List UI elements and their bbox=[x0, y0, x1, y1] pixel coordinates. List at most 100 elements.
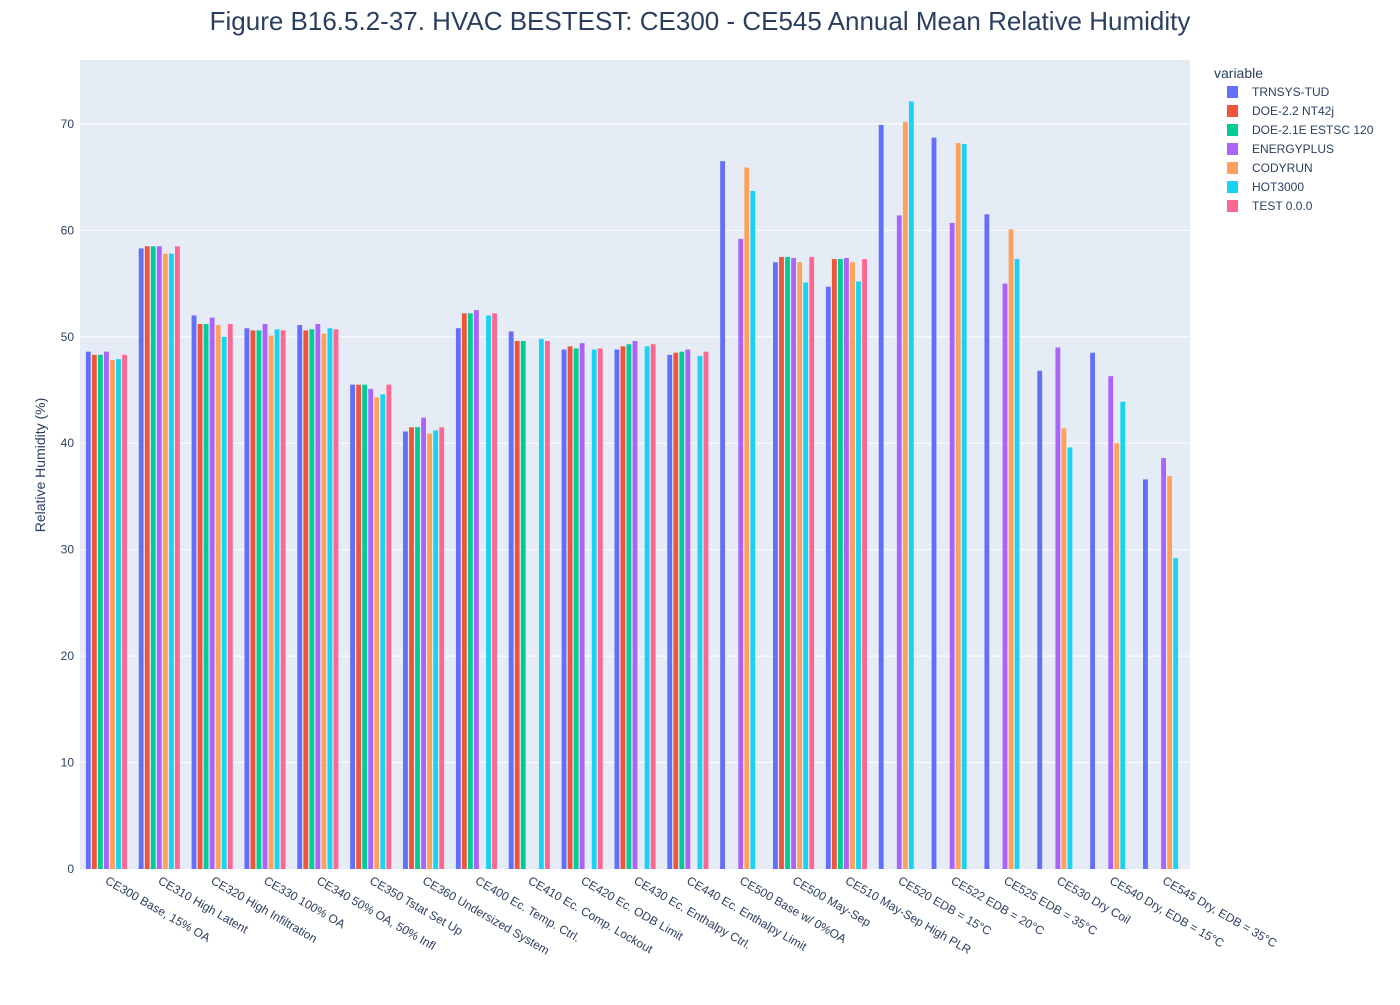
bar[interactable] bbox=[856, 281, 861, 869]
bar[interactable] bbox=[1108, 376, 1114, 869]
bar[interactable] bbox=[514, 341, 520, 869]
bar[interactable] bbox=[908, 101, 914, 870]
bar[interactable] bbox=[150, 246, 156, 869]
bar[interactable] bbox=[738, 238, 744, 870]
bar[interactable] bbox=[227, 323, 233, 869]
bar[interactable] bbox=[1173, 558, 1179, 869]
bar[interactable] bbox=[122, 354, 127, 869]
bar[interactable] bbox=[720, 161, 726, 869]
bar[interactable] bbox=[837, 259, 843, 869]
legend-item[interactable]: TEST 0.0.0 bbox=[1227, 199, 1313, 213]
bar[interactable] bbox=[779, 256, 784, 870]
bar[interactable] bbox=[321, 333, 327, 870]
bar[interactable] bbox=[750, 190, 756, 869]
bar[interactable] bbox=[221, 336, 227, 869]
bar[interactable] bbox=[244, 328, 250, 869]
bar[interactable] bbox=[902, 121, 908, 869]
bar[interactable] bbox=[110, 360, 115, 869]
bar[interactable] bbox=[303, 330, 309, 869]
bar[interactable] bbox=[844, 257, 849, 870]
bar[interactable] bbox=[831, 259, 837, 869]
bar[interactable] bbox=[191, 315, 197, 869]
bar[interactable] bbox=[203, 323, 209, 869]
bar[interactable] bbox=[949, 222, 955, 869]
bar[interactable] bbox=[486, 315, 491, 869]
bar[interactable] bbox=[632, 341, 638, 869]
bar[interactable] bbox=[350, 384, 356, 869]
bar[interactable] bbox=[520, 341, 526, 869]
bar[interactable] bbox=[850, 262, 855, 869]
bar[interactable] bbox=[439, 427, 445, 869]
bar[interactable] bbox=[591, 349, 597, 869]
bar[interactable] bbox=[1167, 476, 1173, 869]
bar[interactable] bbox=[138, 248, 144, 869]
bar[interactable] bbox=[333, 329, 339, 869]
bar[interactable] bbox=[421, 417, 426, 869]
bar[interactable] bbox=[1161, 458, 1166, 869]
bar[interactable] bbox=[508, 331, 514, 869]
bar[interactable] bbox=[955, 143, 961, 870]
bar[interactable] bbox=[280, 330, 286, 869]
legend-item[interactable]: TRNSYS-TUD bbox=[1227, 85, 1330, 99]
bar[interactable] bbox=[209, 317, 215, 869]
bar[interactable] bbox=[91, 354, 97, 869]
bar[interactable] bbox=[825, 286, 831, 869]
bar[interactable] bbox=[1090, 352, 1096, 870]
bar[interactable] bbox=[862, 259, 867, 869]
bar[interactable] bbox=[1061, 428, 1067, 869]
bar[interactable] bbox=[215, 325, 221, 869]
bar[interactable] bbox=[268, 335, 274, 869]
bar[interactable] bbox=[567, 346, 573, 870]
bar[interactable] bbox=[380, 394, 386, 869]
bar[interactable] bbox=[262, 323, 268, 869]
bar[interactable] bbox=[386, 384, 392, 869]
bar[interactable] bbox=[573, 348, 579, 869]
bar[interactable] bbox=[362, 384, 368, 869]
bar[interactable] bbox=[1008, 229, 1014, 869]
bar[interactable] bbox=[614, 349, 620, 869]
bar[interactable] bbox=[931, 137, 937, 870]
bar[interactable] bbox=[197, 323, 203, 869]
bar[interactable] bbox=[274, 329, 280, 869]
bar[interactable] bbox=[579, 343, 585, 869]
bar[interactable] bbox=[685, 349, 691, 869]
bar[interactable] bbox=[773, 262, 778, 869]
bar[interactable] bbox=[174, 246, 180, 869]
bar[interactable] bbox=[374, 397, 380, 869]
bar[interactable] bbox=[144, 246, 150, 869]
bar[interactable] bbox=[667, 354, 673, 869]
bar[interactable] bbox=[650, 344, 656, 869]
bar[interactable] bbox=[356, 384, 362, 869]
bar[interactable] bbox=[403, 431, 408, 869]
bar[interactable] bbox=[315, 323, 321, 869]
bar[interactable] bbox=[409, 427, 414, 869]
bar[interactable] bbox=[797, 262, 803, 869]
bar[interactable] bbox=[984, 214, 990, 869]
bar[interactable] bbox=[474, 310, 479, 869]
bar[interactable] bbox=[1002, 283, 1008, 870]
bar[interactable] bbox=[1114, 443, 1120, 869]
bar[interactable] bbox=[427, 433, 433, 869]
bar[interactable] bbox=[1037, 370, 1043, 869]
bar[interactable] bbox=[791, 257, 796, 870]
bar[interactable] bbox=[878, 124, 884, 870]
bar[interactable] bbox=[1014, 259, 1020, 869]
legend-item[interactable]: HOT3000 bbox=[1227, 180, 1304, 194]
bar[interactable] bbox=[1055, 347, 1061, 869]
bar[interactable] bbox=[620, 346, 626, 870]
bar[interactable] bbox=[1120, 401, 1126, 869]
bar[interactable] bbox=[644, 346, 650, 870]
bar[interactable] bbox=[744, 167, 750, 869]
bar[interactable] bbox=[162, 253, 168, 870]
bar[interactable] bbox=[467, 313, 473, 869]
bar[interactable] bbox=[597, 348, 603, 869]
bar[interactable] bbox=[809, 256, 815, 870]
bar[interactable] bbox=[297, 325, 303, 869]
bar[interactable] bbox=[626, 344, 632, 869]
bar[interactable] bbox=[327, 328, 333, 869]
legend-item[interactable]: ENERGYPLUS bbox=[1227, 142, 1334, 156]
bar[interactable] bbox=[961, 144, 967, 870]
bar[interactable] bbox=[1067, 447, 1073, 869]
bar[interactable] bbox=[803, 282, 809, 870]
bar[interactable] bbox=[697, 355, 703, 869]
